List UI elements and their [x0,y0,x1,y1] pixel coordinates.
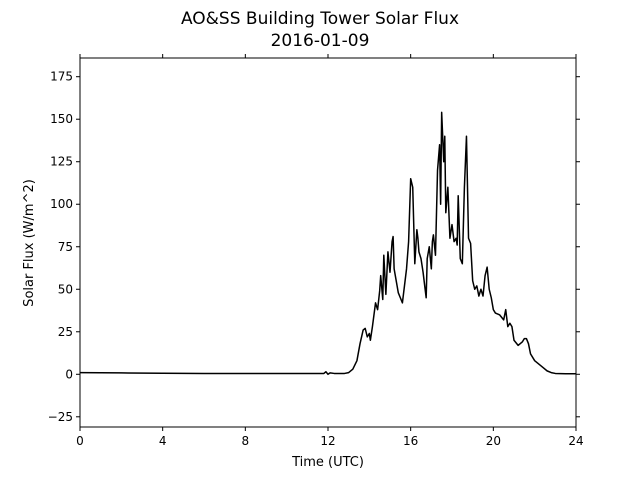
plot-area-frame [79,57,577,428]
y-tick-label: −25 [48,410,73,424]
series-line [79,111,576,376]
x-tick-label: 24 [568,434,583,448]
x-tick-label: 0 [76,434,84,448]
x-tick-label: 16 [403,434,418,448]
chart-subtitle: 2016-01-09 [271,31,370,51]
y-axis-label: Solar Flux (W/m^2) [22,179,37,307]
x-tick-label: 20 [486,434,501,448]
chart-title: AO&SS Building Tower Solar Flux [181,9,459,29]
x-axis-label: Time (UTC) [291,455,364,470]
y-tick-label: 0 [65,367,73,381]
y-tick-label: 150 [50,112,73,126]
y-tick-label: 100 [50,197,73,211]
y-tick-label: 125 [50,155,73,169]
x-tick-label: 8 [242,434,250,448]
x-tick-label: 12 [320,434,335,448]
y-tick-label: 25 [58,325,73,339]
y-tick-label: 175 [50,70,73,84]
y-tick-label: 50 [58,282,73,296]
x-tick-label: 4 [159,434,167,448]
y-tick-label: 75 [58,240,73,254]
